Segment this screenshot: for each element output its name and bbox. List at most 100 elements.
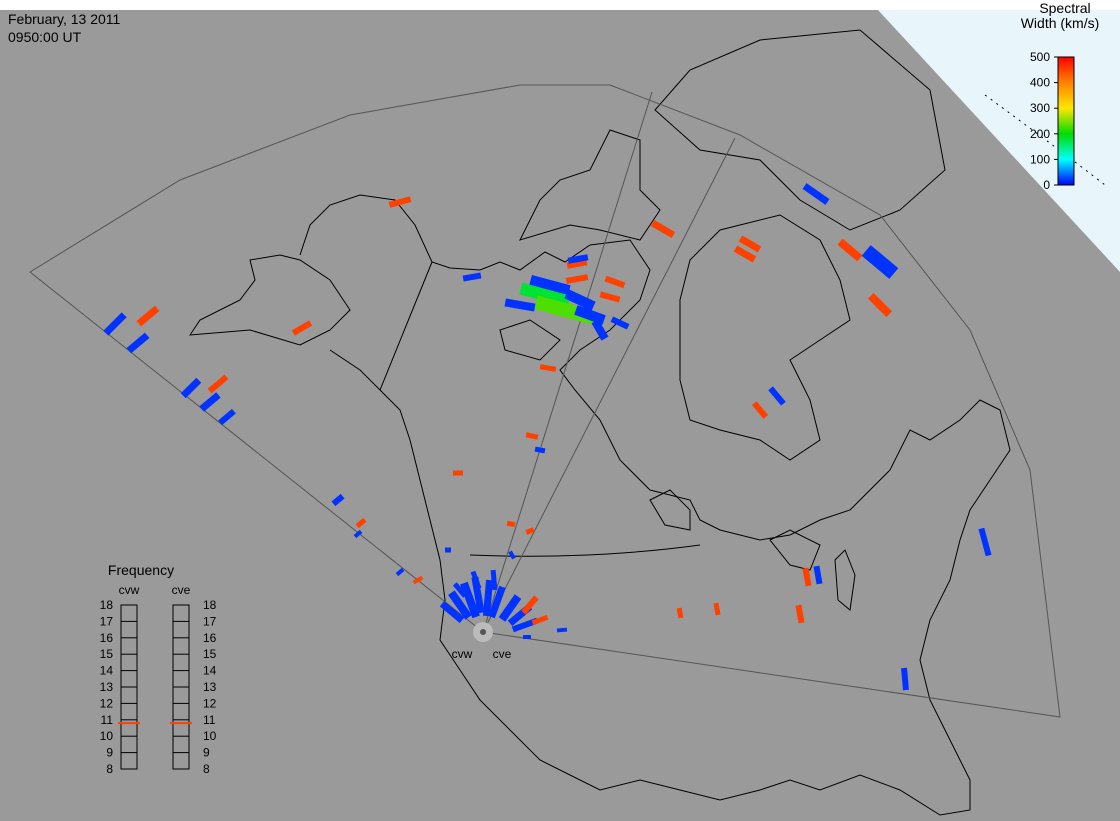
frequency-tick-label: 8 <box>203 762 210 776</box>
echo <box>531 614 549 626</box>
echo <box>534 446 546 454</box>
echo <box>395 567 405 577</box>
echo <box>525 527 535 535</box>
frequency-tick-label: 13 <box>203 680 217 694</box>
colorbar-tick-label: 400 <box>1030 76 1050 90</box>
colorbar-title: Spectral <box>1039 0 1090 16</box>
echo <box>795 604 805 624</box>
frequency-tick-label: 15 <box>100 647 114 661</box>
echo <box>462 272 482 282</box>
echo <box>412 575 424 585</box>
echo <box>901 667 909 691</box>
echo <box>207 374 229 394</box>
frequency-radar: cvw <box>119 583 140 597</box>
echo <box>448 590 472 620</box>
radar-site-center <box>480 629 486 635</box>
radar-label: cve <box>493 647 512 661</box>
colorbar-tick-label: 0 <box>1043 178 1050 192</box>
frequency-tick-label: 10 <box>100 729 114 743</box>
echo <box>331 493 345 507</box>
frequency-tick-label: 15 <box>203 647 217 661</box>
frequency-tick-label: 16 <box>203 631 217 645</box>
colorbar-tick-label: 500 <box>1030 50 1050 64</box>
colorbar-tick-label: 100 <box>1030 152 1050 166</box>
echo <box>713 602 721 616</box>
echo <box>978 527 992 557</box>
echo <box>199 392 221 412</box>
echo <box>591 319 609 341</box>
echo <box>460 581 480 619</box>
borders <box>379 261 701 557</box>
radar-fov <box>29 84 1061 718</box>
echo <box>439 600 465 624</box>
echo <box>650 219 676 239</box>
top-margin <box>0 0 1120 10</box>
colorbar-title: Width (km/s) <box>1021 15 1100 31</box>
frequency-tick-label: 12 <box>203 696 217 710</box>
echo <box>355 517 367 529</box>
echo <box>291 320 313 336</box>
date: February, 13 2011 <box>8 11 121 27</box>
echo <box>802 183 830 205</box>
echo <box>610 316 630 330</box>
echo <box>126 332 150 354</box>
frequency-tick-label: 11 <box>101 713 114 727</box>
echo <box>813 565 823 585</box>
echo <box>471 576 485 614</box>
echo <box>482 579 494 617</box>
frequency-title: Frequency <box>108 562 174 578</box>
echo <box>751 401 769 419</box>
echo <box>445 547 451 553</box>
frequency-tick-label: 14 <box>203 664 217 678</box>
colorbar-tick-label: 300 <box>1030 101 1050 115</box>
echo <box>529 274 571 296</box>
echo <box>103 312 127 336</box>
echo <box>180 377 202 399</box>
echo <box>136 305 160 327</box>
frequency-tick-label: 17 <box>203 614 217 628</box>
echo <box>488 585 506 619</box>
colorbar <box>1057 56 1075 186</box>
echo <box>539 364 557 372</box>
colorbar-tick-label: 200 <box>1030 127 1050 141</box>
frequency-tick-label: 10 <box>203 729 217 743</box>
echo <box>504 298 536 312</box>
echo <box>565 274 589 284</box>
echo <box>498 594 522 622</box>
echo <box>523 635 531 639</box>
echo <box>567 254 589 264</box>
frequency-tick-label: 13 <box>100 680 114 694</box>
frequency-tick-label: 12 <box>100 696 114 710</box>
echo <box>511 617 539 633</box>
frequency-radar: cve <box>172 583 191 597</box>
frequency-tick-label: 16 <box>100 631 114 645</box>
echo <box>525 432 539 440</box>
frequency-tick-label: 11 <box>203 713 216 727</box>
frequency-tick-label: 8 <box>106 762 113 776</box>
echo <box>490 569 498 591</box>
echo <box>453 470 463 476</box>
coastlines <box>189 29 1011 816</box>
frequency-tick-label: 17 <box>100 614 114 628</box>
echo <box>534 295 596 325</box>
echo <box>508 550 516 560</box>
frequency-tick-label: 9 <box>203 746 210 760</box>
echo <box>861 245 899 279</box>
echo <box>388 196 412 208</box>
echo <box>506 520 516 528</box>
echo <box>837 238 863 262</box>
echo <box>604 275 626 289</box>
echo <box>564 289 596 311</box>
echo <box>452 582 468 598</box>
echo <box>218 408 236 426</box>
echo <box>738 235 762 253</box>
frequency-tick-label: 18 <box>100 598 114 612</box>
time: 0950:00 UT <box>8 29 82 45</box>
echo <box>733 245 757 263</box>
frequency-tick-label: 14 <box>100 664 114 678</box>
echo <box>353 529 363 539</box>
echo <box>521 595 539 615</box>
